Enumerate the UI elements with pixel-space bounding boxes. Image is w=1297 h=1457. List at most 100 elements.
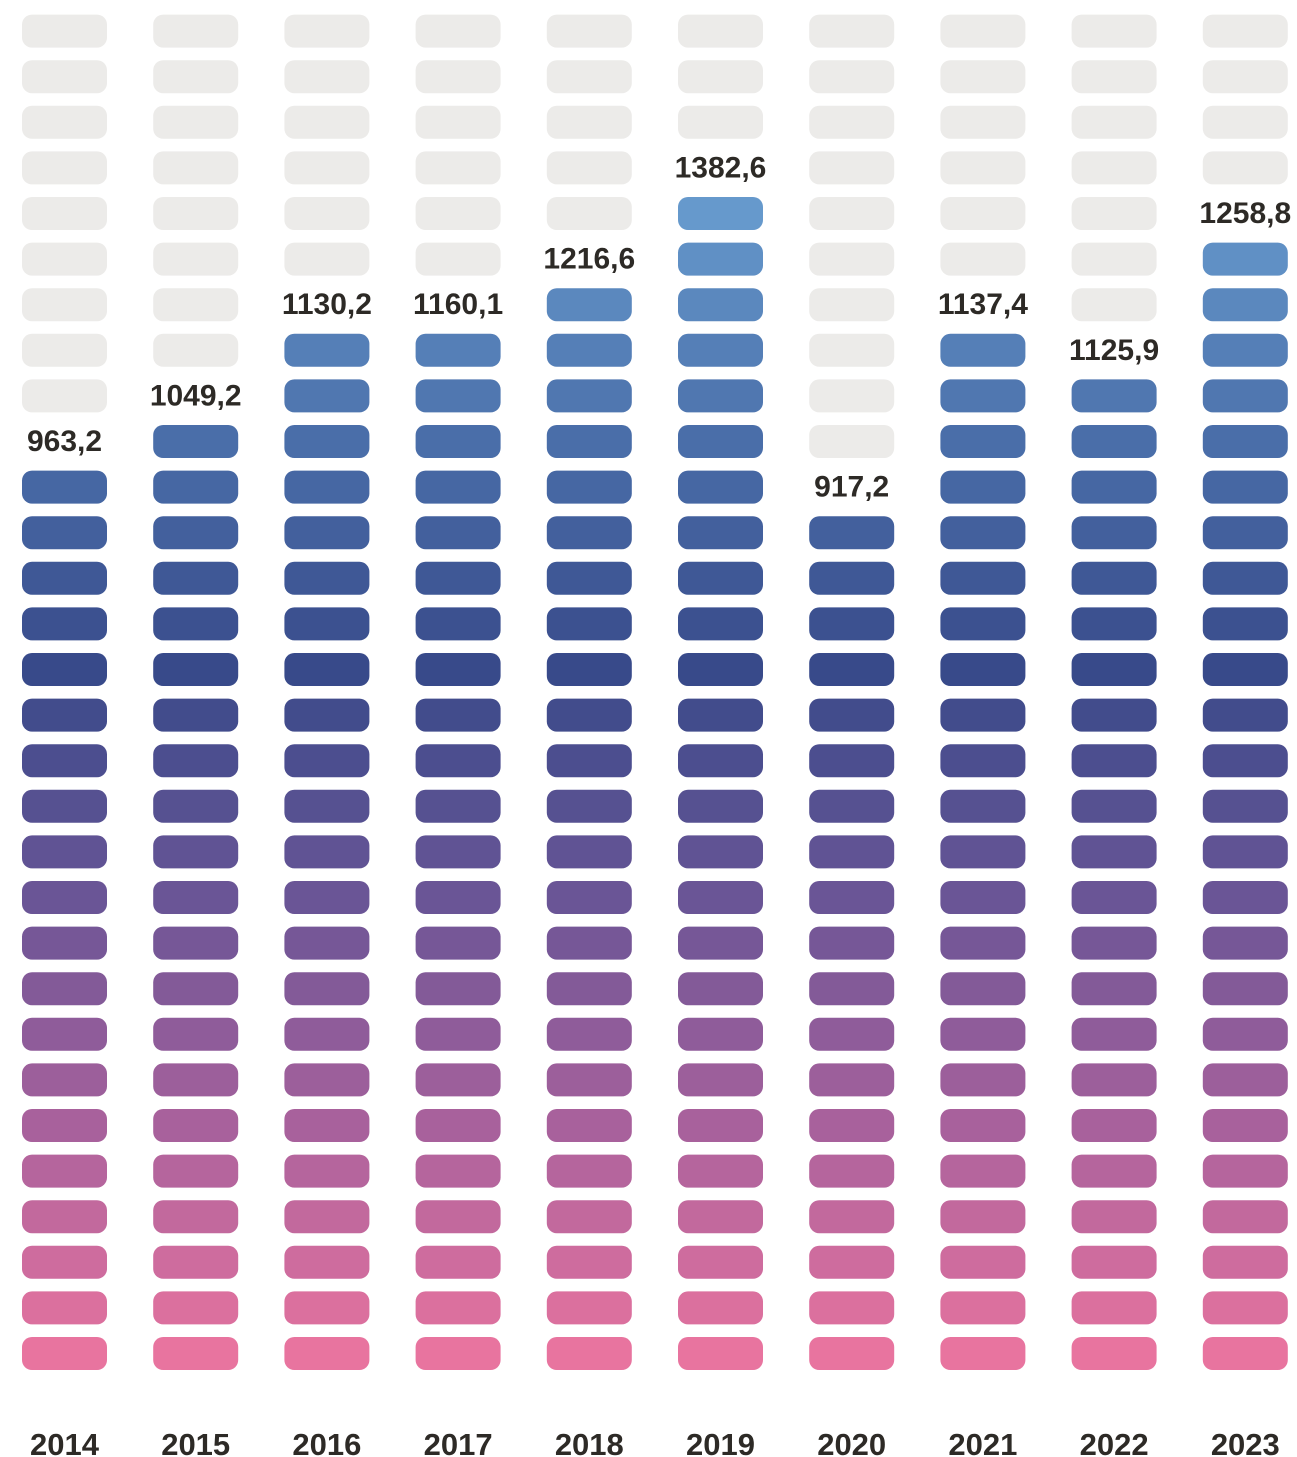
- filled-pill: [415, 1109, 501, 1142]
- filled-pill: [809, 1063, 895, 1097]
- filled-pill: [284, 470, 370, 504]
- value-label-2019: 1382,6: [675, 151, 767, 184]
- filled-pill: [546, 1200, 632, 1234]
- empty-pill: [1202, 151, 1288, 185]
- empty-pill: [22, 197, 107, 230]
- filled-pill: [678, 516, 763, 550]
- filled-pill: [940, 972, 1026, 1006]
- year-label-2021: 2021: [948, 1427, 1017, 1457]
- filled-pill: [153, 607, 239, 641]
- filled-pill: [284, 1245, 370, 1279]
- filled-pill: [940, 881, 1026, 914]
- filled-pill: [1071, 653, 1157, 686]
- filled-pill: [940, 1154, 1026, 1188]
- column-2018: [546, 14, 632, 1370]
- filled-pill: [546, 1109, 632, 1142]
- filled-pill: [22, 561, 107, 595]
- filled-pill: [415, 561, 501, 595]
- filled-pill: [22, 1063, 107, 1097]
- filled-pill: [940, 835, 1026, 869]
- filled-pill: [284, 1154, 370, 1188]
- filled-pill: [415, 425, 501, 458]
- filled-pill: [678, 607, 763, 641]
- filled-pill: [678, 1063, 763, 1097]
- filled-pill: [1071, 425, 1157, 458]
- filled-pill: [809, 516, 895, 550]
- filled-pill: [546, 1063, 632, 1097]
- filled-pill: [1071, 561, 1157, 595]
- empty-pill: [284, 151, 370, 185]
- filled-pill: [284, 516, 370, 550]
- filled-pill: [415, 1245, 501, 1279]
- filled-pill: [1202, 607, 1288, 641]
- filled-pill: [940, 1337, 1026, 1370]
- filled-pill: [153, 653, 239, 686]
- filled-pill: [22, 1200, 107, 1234]
- filled-pill: [940, 1245, 1026, 1279]
- value-label-2015: 1049,2: [150, 379, 242, 412]
- filled-pill: [678, 926, 763, 960]
- filled-pill: [1202, 470, 1288, 504]
- filled-pill: [415, 835, 501, 869]
- filled-pill: [809, 653, 895, 686]
- filled-pill: [22, 653, 107, 686]
- column-2016: [284, 14, 370, 1370]
- filled-pill: [153, 425, 239, 458]
- empty-pill: [546, 14, 632, 48]
- empty-pill: [809, 379, 895, 413]
- filled-pill: [678, 242, 763, 276]
- filled-pill: [1071, 926, 1157, 960]
- filled-pill: [1202, 516, 1288, 550]
- empty-pill: [153, 242, 239, 276]
- filled-pill: [678, 379, 763, 413]
- filled-pill: [284, 333, 370, 367]
- filled-pill: [284, 972, 370, 1006]
- empty-pill: [1202, 105, 1288, 139]
- filled-pill: [22, 835, 107, 869]
- filled-pill: [22, 698, 107, 732]
- filled-pill: [153, 835, 239, 869]
- empty-pill: [940, 197, 1026, 230]
- filled-pill: [809, 926, 895, 960]
- filled-pill: [678, 561, 763, 595]
- filled-pill: [284, 1109, 370, 1142]
- filled-pill: [415, 744, 501, 778]
- filled-pill: [678, 1291, 763, 1325]
- filled-pill: [22, 1017, 107, 1051]
- filled-pill: [678, 333, 763, 367]
- filled-pill: [546, 1154, 632, 1188]
- value-label-2014: 963,2: [27, 425, 102, 458]
- filled-pill: [284, 1291, 370, 1325]
- filled-pill: [546, 744, 632, 778]
- empty-pill: [284, 197, 370, 230]
- filled-pill: [678, 835, 763, 869]
- column-2020: [809, 14, 895, 1370]
- empty-pill: [415, 105, 501, 139]
- filled-pill: [1202, 744, 1288, 778]
- empty-pill: [940, 14, 1026, 48]
- empty-pill: [415, 197, 501, 230]
- filled-pill: [809, 1245, 895, 1279]
- filled-pill: [415, 1200, 501, 1234]
- empty-pill: [546, 60, 632, 94]
- filled-pill: [940, 470, 1026, 504]
- empty-pill: [678, 60, 763, 94]
- filled-pill: [1202, 1200, 1288, 1234]
- filled-pill: [1202, 835, 1288, 869]
- filled-pill: [415, 698, 501, 732]
- year-labels: 2014 2015 2016 2017 2018 2019 2020 2021 2022 2023: [30, 1427, 1280, 1457]
- filled-pill: [1071, 744, 1157, 778]
- filled-pill: [809, 1017, 895, 1051]
- filled-pill: [678, 425, 763, 458]
- empty-pill: [153, 105, 239, 139]
- filled-pill: [809, 561, 895, 595]
- filled-pill: [415, 881, 501, 914]
- filled-pill: [1071, 1245, 1157, 1279]
- filled-pill: [415, 470, 501, 504]
- empty-pill: [22, 333, 107, 367]
- filled-pill: [415, 1291, 501, 1325]
- filled-pill: [153, 1063, 239, 1097]
- filled-pill: [22, 1154, 107, 1188]
- filled-pill: [153, 470, 239, 504]
- filled-pill: [1202, 1017, 1288, 1051]
